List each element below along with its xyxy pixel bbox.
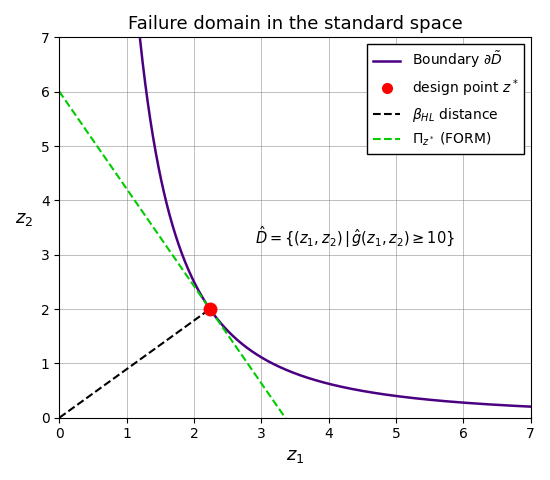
- Boundary $\partial\tilde{D}$: [526, 404, 532, 409]
- Line: $\beta_{HL}$ distance: $\beta_{HL}$ distance: [59, 309, 210, 418]
- Boundary $\partial\tilde{D}$: [500, 402, 507, 408]
- $\Pi_{z^*}$ (FORM): [285, 420, 292, 426]
- $\beta_{HL}$ distance: [207, 306, 213, 312]
- $\Pi_{z^*}$ (FORM): [50, 79, 56, 85]
- $\beta_{HL}$ distance: [199, 312, 206, 317]
- Boundary $\partial\tilde{D}$: [300, 373, 306, 379]
- $\Pi_{z^*}$ (FORM): [240, 355, 247, 360]
- Line: Boundary $\partial\tilde{D}$: Boundary $\partial\tilde{D}$: [140, 39, 531, 407]
- Boundary $\partial\tilde{D}$: [137, 36, 144, 42]
- $\beta_{HL}$ distance: [65, 408, 72, 414]
- $\Pi_{z^*}$ (FORM): [78, 121, 85, 127]
- $\beta_{HL}$ distance: [194, 315, 200, 321]
- $\Pi_{z^*}$ (FORM): [129, 193, 135, 199]
- Text: $\hat{D} = \{(z_1, z_2)\,|\,\hat{g}(z_1, z_2) \geq 10\}$: $\hat{D} = \{(z_1, z_2)\,|\,\hat{g}(z_1,…: [255, 224, 455, 250]
- Y-axis label: $z_2$: $z_2$: [15, 210, 33, 228]
- $\Pi_{z^*}$ (FORM): [122, 183, 128, 189]
- $\Pi_{z^*}$ (FORM): [69, 108, 76, 114]
- Boundary $\partial\tilde{D}$: [309, 376, 316, 382]
- Line: $\Pi_{z^*}$ (FORM): $\Pi_{z^*}$ (FORM): [53, 82, 289, 423]
- X-axis label: $z_1$: $z_1$: [286, 447, 304, 465]
- Title: Failure domain in the standard space: Failure domain in the standard space: [128, 15, 463, 33]
- Legend: Boundary $\partial\tilde{D}$, design point $z^*$, $\beta_{HL}$ distance, $\Pi_{z: Boundary $\partial\tilde{D}$, design poi…: [367, 44, 524, 154]
- Boundary $\partial\tilde{D}$: [527, 404, 534, 409]
- $\beta_{HL}$ distance: [56, 415, 63, 420]
- $\beta_{HL}$ distance: [62, 410, 69, 416]
- $\Pi_{z^*}$ (FORM): [239, 352, 245, 358]
- $\beta_{HL}$ distance: [84, 395, 91, 400]
- Boundary $\partial\tilde{D}$: [355, 387, 361, 393]
- Boundary $\partial\tilde{D}$: [480, 401, 486, 407]
- $\beta_{HL}$ distance: [96, 386, 103, 392]
